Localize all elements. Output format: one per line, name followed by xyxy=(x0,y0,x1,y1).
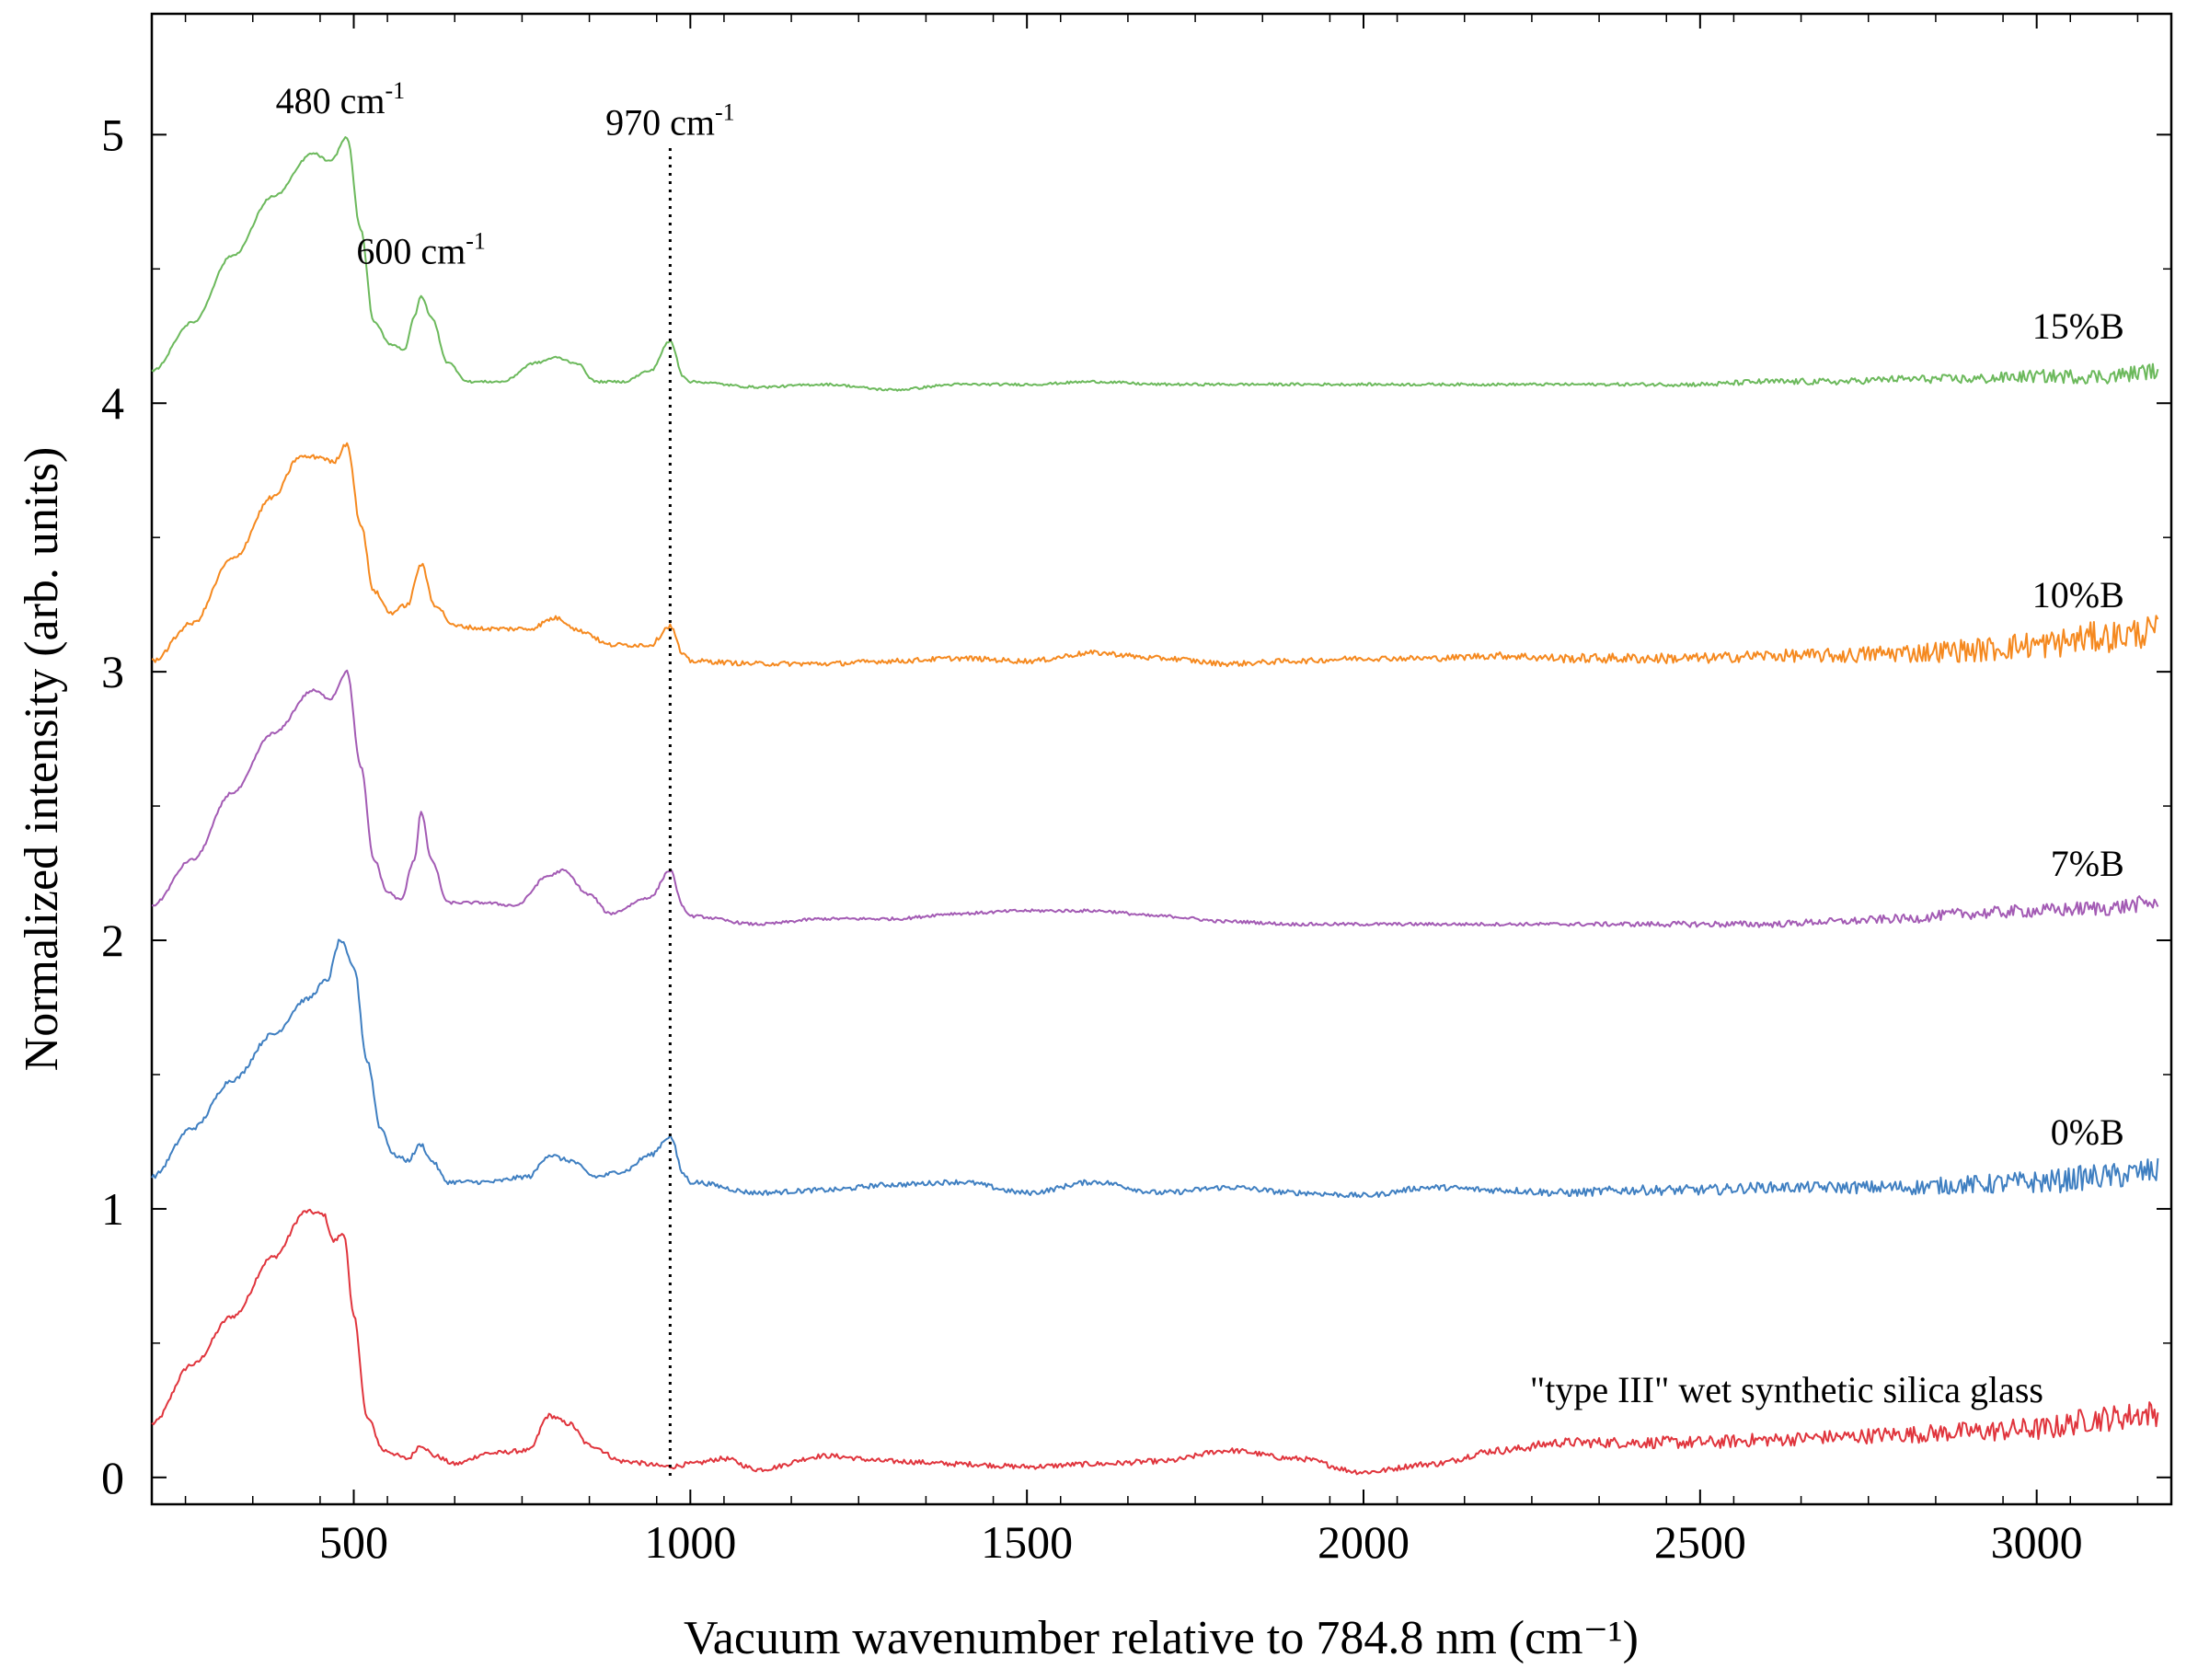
peak-annotation-text: 970 cm xyxy=(605,101,715,143)
y-tick-label: 2 xyxy=(101,915,124,966)
peak-annotation-superscript: -1 xyxy=(715,98,735,125)
series-label-0-b: 0%B xyxy=(2051,1111,2124,1153)
series-label-7-b: 7%B xyxy=(2051,843,2124,884)
axis-ticks-group: 500 1000 1500 2000 2500 3000 0 1 2 3 4 5 xyxy=(101,14,2171,1568)
peak-annotation-text: 600 cm xyxy=(356,230,466,271)
x-tick-label: 1500 xyxy=(981,1516,1073,1568)
series-line-0-b xyxy=(151,938,2159,1199)
series-label-10-b: 10%B xyxy=(2032,574,2124,616)
y-tick-label: 5 xyxy=(101,109,124,160)
y-axis-title: Normalized intensity (arb. units) xyxy=(16,447,68,1072)
peak-annotation-superscript: -1 xyxy=(466,227,486,254)
series-line-10-b xyxy=(151,442,2159,668)
series-labels-group: 15%B 10%B 7%B 0%B "type III" wet synthetic s… xyxy=(1530,305,2124,1410)
y-tick-label: 3 xyxy=(101,646,124,697)
series-line-15-b xyxy=(151,136,2159,392)
peak-annotation-text: 480 cm xyxy=(276,80,386,121)
series-label-type-iii-wet-synthetic-silica-glass: "type III" wet synthetic silica glass xyxy=(1530,1369,2043,1410)
series-group xyxy=(151,136,2159,1476)
x-tick-label: 2000 xyxy=(1318,1516,1410,1568)
series-line-7-b xyxy=(151,669,2159,928)
series-label-15-b: 15%B xyxy=(2032,305,2124,347)
x-tick-label: 1000 xyxy=(644,1516,736,1568)
peak-annotation-600: 600 cm-1 xyxy=(356,227,486,271)
peak-annotation-970: 970 cm-1 xyxy=(605,98,735,143)
x-tick-label: 2500 xyxy=(1654,1516,1746,1568)
y-tick-label: 1 xyxy=(101,1183,124,1235)
peak-annotation-superscript: -1 xyxy=(385,77,405,104)
x-tick-label: 3000 xyxy=(1991,1516,2083,1568)
y-tick-label: 0 xyxy=(101,1452,124,1503)
y-tick-label: 4 xyxy=(101,377,124,429)
series-line-type-iii-wet-synthetic-silica-glass xyxy=(151,1208,2159,1476)
plot-frame xyxy=(150,12,2173,1506)
x-axis-title: Vacuum wavenumber relative to 784.8 nm (… xyxy=(684,1612,1639,1664)
peak-annotation-480: 480 cm-1 xyxy=(276,77,406,121)
x-tick-label: 500 xyxy=(319,1516,388,1568)
